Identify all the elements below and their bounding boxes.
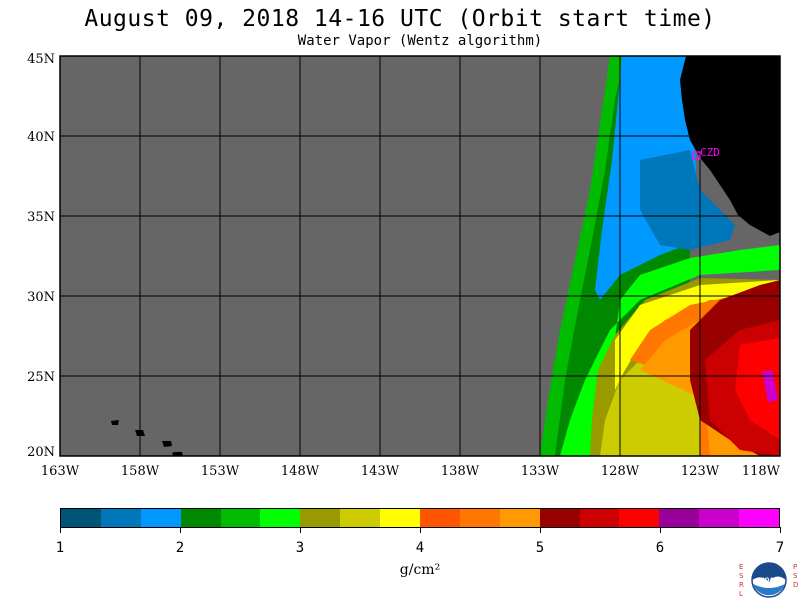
logo-bird-icon [752, 563, 786, 582]
colorbar-tick-label-5: 5 [535, 540, 545, 556]
land-north-america [680, 56, 780, 236]
colorbar-tick [539, 527, 541, 533]
island-maui [162, 441, 172, 447]
lon-label-148w: 148W [281, 464, 320, 479]
chart-title: August 09, 2018 14-16 UTC (Orbit start t… [84, 6, 716, 32]
colorbar-segment-16 [699, 509, 740, 527]
vapor-band-yellow [615, 280, 780, 390]
colorbar-segment-11 [499, 509, 540, 527]
colorbar-tick [659, 527, 661, 533]
colorbar-segment-10 [459, 509, 500, 527]
lat-label-30n: 30N [27, 290, 55, 305]
colorbar-segment-12 [539, 509, 580, 527]
lon-label-143w: 143W [361, 464, 400, 479]
island-kauai [111, 420, 119, 425]
logo-wave-icon [753, 584, 785, 596]
colorbar-tick-label-7: 7 [775, 540, 785, 556]
lat-label-35n: 35N [27, 210, 55, 225]
colorbar-tick-label-1: 1 [55, 540, 65, 556]
colorbar-segment-14 [619, 509, 660, 527]
logo-letter-e: E [739, 563, 743, 571]
colorbar-segment-6 [300, 509, 341, 527]
lat-label-45n: 45N [27, 52, 55, 67]
colorbar-tick [179, 527, 181, 533]
colorbar-tick [59, 527, 61, 533]
colorbar-segment-17 [739, 509, 780, 527]
logo-center-text: NOAA [759, 577, 779, 584]
island-hawaii [172, 452, 183, 456]
logo-letter-s: S [739, 572, 744, 580]
noaa-logo: E S R L P S D NOAA [739, 562, 798, 598]
colorbar-segment-13 [579, 509, 620, 527]
colorbar-unit: g/cm² [399, 562, 441, 578]
lon-label-163w: 163W [41, 464, 80, 479]
logo-letter-l: L [739, 590, 743, 598]
colorbar [60, 508, 780, 528]
colorbar-tick-label-6: 6 [655, 540, 665, 556]
lon-label-128w: 128W [601, 464, 640, 479]
colorbar-tick-label-4: 4 [415, 540, 425, 556]
colorbar-segment-8 [380, 509, 421, 527]
colorbar-segment-0 [61, 509, 101, 527]
station-marker [692, 151, 701, 160]
lat-label-20n: 20N [27, 445, 55, 460]
colorbar-segment-3 [180, 509, 221, 527]
map-frame [59, 55, 781, 457]
graticule [60, 56, 780, 456]
logo-letter-p: P [793, 563, 797, 571]
colorbar-tick [779, 527, 781, 533]
vapor-band-purple [762, 370, 778, 402]
colorbar-segment-7 [340, 509, 381, 527]
lon-label-138w: 138W [441, 464, 480, 479]
vapor-band-brightred [735, 338, 780, 440]
colorbar-tick-label-2: 2 [175, 540, 185, 556]
vapor-band-green-south [560, 245, 780, 456]
logo-letter-r: R [739, 581, 744, 589]
lon-label-158w: 158W [121, 464, 160, 479]
colorbar-segment-15 [659, 509, 700, 527]
logo-letter-s2: S [793, 572, 798, 580]
lon-label-133w: 133W [521, 464, 560, 479]
station-label: CZD [700, 146, 720, 159]
colorbar-segment-4 [220, 509, 261, 527]
lat-label-25n: 25N [27, 370, 55, 385]
logo-letter-d: D [793, 581, 798, 589]
chart-subtitle: Water Vapor (Wentz algorithm) [297, 33, 543, 49]
colorbar-tick-label-3: 3 [295, 540, 305, 556]
colorbar-segment-2 [140, 509, 181, 527]
lon-label-123w: 123W [681, 464, 720, 479]
lon-label-118w: 118W [742, 464, 781, 479]
colorbar-segment-9 [420, 509, 460, 527]
lat-label-40n: 40N [27, 130, 55, 145]
lon-label-153w: 153W [201, 464, 240, 479]
colorbar-segment-5 [260, 509, 301, 527]
colorbar-segment-1 [100, 509, 141, 527]
colorbar-tick [419, 527, 421, 533]
vapor-band-blue [640, 150, 735, 250]
colorbar-tick [299, 527, 301, 533]
